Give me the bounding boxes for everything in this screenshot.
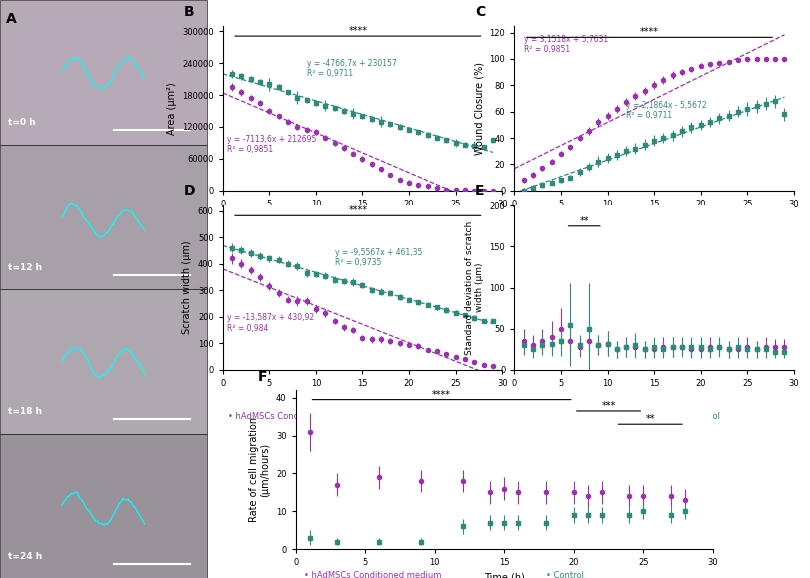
X-axis label: Time (h): Time (h) [342, 394, 383, 403]
Text: • hAdMSCs Conditioned medium: • hAdMSCs Conditioned medium [520, 412, 657, 421]
Text: ****: **** [433, 390, 451, 399]
Y-axis label: Wound Closure (%): Wound Closure (%) [474, 62, 484, 155]
Text: y = -9,5567x + 461,35
R² = 0,9735: y = -9,5567x + 461,35 R² = 0,9735 [335, 247, 422, 267]
Text: t=24 h: t=24 h [8, 551, 42, 561]
Text: y = 3,1518x + 5,7631
R² = 0,9851: y = 3,1518x + 5,7631 R² = 0,9851 [523, 35, 608, 54]
Text: ****: **** [348, 205, 367, 215]
Text: E: E [475, 184, 484, 198]
Text: y = -4766,7x + 230157
R² = 0,9711: y = -4766,7x + 230157 R² = 0,9711 [307, 59, 396, 79]
Y-axis label: Rate of cell migration
(μm/hours): Rate of cell migration (μm/hours) [249, 417, 271, 522]
Y-axis label: Standard deviation of scratch
width (μm): Standard deviation of scratch width (μm) [465, 220, 484, 355]
Text: **: ** [646, 414, 655, 424]
Text: ****: **** [348, 26, 367, 36]
Text: • Control: • Control [682, 233, 720, 242]
X-axis label: Time (h): Time (h) [342, 214, 383, 224]
Text: • hAdMSCs Conditioned medium: • hAdMSCs Conditioned medium [304, 570, 441, 578]
Text: F: F [258, 369, 267, 384]
Text: • Control: • Control [390, 233, 428, 242]
Y-axis label: Area (μm²): Area (μm²) [167, 82, 177, 135]
Text: y = -13,587x + 430,92
R² = 0,984: y = -13,587x + 430,92 R² = 0,984 [228, 313, 314, 332]
Text: • hAdMSCs Conditioned medium: • hAdMSCs Conditioned medium [520, 233, 657, 242]
Text: t=18 h: t=18 h [8, 407, 42, 416]
Text: D: D [184, 184, 195, 198]
FancyBboxPatch shape [0, 144, 207, 289]
Text: C: C [475, 5, 485, 19]
FancyBboxPatch shape [0, 434, 207, 578]
Text: t=0 h: t=0 h [8, 118, 36, 127]
Text: • hAdMSCs Conditioned medium: • hAdMSCs Conditioned medium [228, 233, 365, 242]
Text: y = -7113,6x + 212695
R² = 0,9851: y = -7113,6x + 212695 R² = 0,9851 [228, 135, 317, 154]
Text: t=12 h: t=12 h [8, 262, 42, 272]
Text: • hAdMSCs Conditioned medium: • hAdMSCs Conditioned medium [228, 412, 365, 421]
FancyBboxPatch shape [0, 0, 207, 144]
X-axis label: Time (h): Time (h) [633, 214, 675, 224]
Text: • Control: • Control [546, 570, 584, 578]
Text: B: B [184, 5, 194, 19]
Text: ***: *** [601, 401, 616, 411]
X-axis label: Time (h): Time (h) [484, 573, 525, 578]
Text: ****: **** [640, 27, 659, 38]
Text: **: ** [579, 216, 589, 226]
FancyBboxPatch shape [0, 289, 207, 434]
Text: • Control: • Control [390, 412, 428, 421]
X-axis label: Time (h): Time (h) [633, 394, 675, 403]
Y-axis label: Scratch width (μm): Scratch width (μm) [182, 241, 192, 334]
Text: y = 2,1864x - 5,5672
R² = 0,9711: y = 2,1864x - 5,5672 R² = 0,9711 [626, 101, 707, 120]
Text: • Control: • Control [682, 412, 720, 421]
Text: A: A [6, 12, 17, 25]
